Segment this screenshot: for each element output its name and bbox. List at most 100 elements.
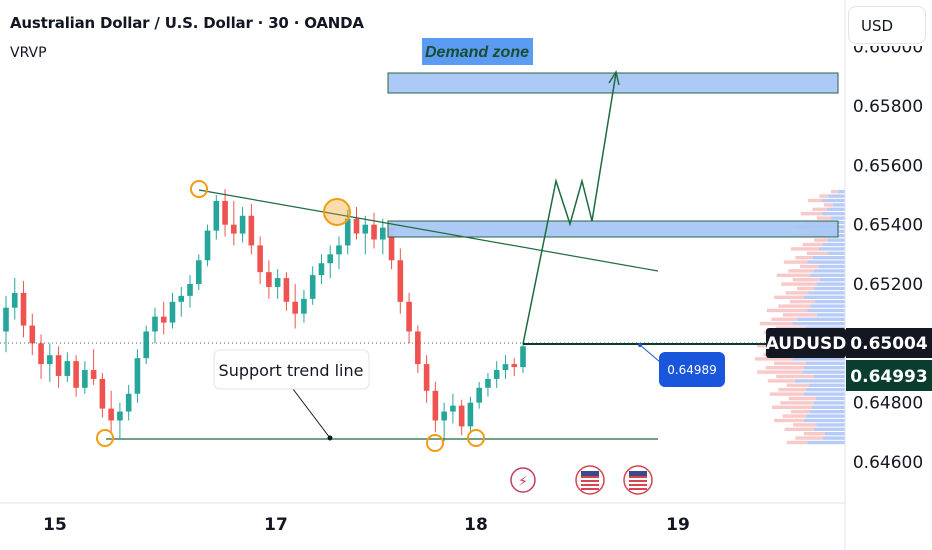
profile-sell-bar [790,300,815,304]
profile-sell-bar [776,273,810,277]
candle-body [318,263,325,276]
candle-body [257,245,263,273]
profile-sell-bar [803,432,826,436]
profile-sell-bar [786,383,810,387]
price-tick-label: 0.65400 [853,216,923,236]
profile-sell-bar [759,322,793,326]
marker-leader [639,344,661,363]
profile-buy-bar [825,432,845,436]
profile-buy-bar [812,405,845,409]
profile-buy-bar [813,286,845,291]
candle-body [152,316,158,332]
profile-sell-bar [755,357,793,361]
demand-zone-label-bg [422,38,533,65]
symbol-tag-bg [766,328,846,358]
candle-body [327,254,334,264]
candle-body [336,245,342,255]
swing-point-marker [96,429,114,447]
time-tick-label: 15 [43,515,67,535]
profile-sell-bar [831,190,839,194]
profile-buy-bar [822,198,845,203]
profile-sell-bar [784,427,814,431]
profile-sell-bar [802,242,824,247]
profile-sell-bar [790,247,819,251]
candle-body [73,361,79,388]
profile-buy-bar [828,194,845,198]
profile-sell-bar [778,388,807,392]
time-tick-label: 19 [666,515,690,535]
flag-stripe [581,488,599,490]
profile-buy-bar [805,361,845,365]
profile-buy-bar [809,383,845,387]
profile-buy-bar [794,379,845,383]
candle-body [213,200,220,231]
profile-sell-bar [774,418,804,423]
candle-body [520,346,526,368]
candle-series [3,189,526,442]
candle-body [187,284,193,296]
candle-body [231,224,237,234]
marker-tag-label: 0.64989 [667,363,717,377]
profile-buy-bar [803,392,845,396]
candle-body [64,361,71,376]
profile-sell-bar [814,238,828,242]
price-tags: AUDUSD 0.65004 0.64993 [766,328,932,391]
bid-price-tag: 0.64993 [850,367,927,387]
profile-sell-bar [788,396,817,401]
profile-sell-bar [782,414,807,418]
profile-sell-bar [767,379,795,383]
annotation-layer: Demand zone Support trend line 0.64989 ⚡ [0,38,845,495]
profile-buy-bar [818,264,845,269]
profile-sell-bar [771,405,813,409]
profile-sell-bar [765,366,804,370]
flag-stripe [629,480,647,482]
candle-body [397,260,404,302]
profile-buy-bar [817,313,845,317]
event-lightning-icon [510,467,536,493]
candle-body [38,343,44,365]
indicator-label[interactable]: VRVP [10,45,47,61]
price-tick-label: 0.65200 [853,275,923,295]
profile-buy-bar [814,374,845,379]
profile-sell-bar [774,361,806,365]
candle-body [423,364,430,391]
candle-body [502,364,509,371]
flag-stripe [581,484,599,486]
profile-sell-bar [782,313,818,317]
candle-body [108,408,114,421]
candle-body [309,275,316,299]
candle-body [493,370,500,379]
flag-stripe [581,476,599,478]
profile-buy-bar [818,247,845,251]
symbol-tag-label: AUDUSD [766,334,847,354]
candle-body [292,301,298,314]
price-tick-label: 0.64600 [853,453,923,473]
profile-buy-bar [807,308,845,313]
profile-buy-bar [838,190,845,194]
candle-body [125,393,132,412]
profile-sell-bar [795,436,823,440]
profile-buy-bar [809,410,845,414]
flag-stripe [629,476,647,478]
profile-sell-bar [812,207,828,211]
candle-body [266,272,272,287]
candle-body [362,224,369,234]
marker-tag-bg [659,352,725,387]
swing-point-marker [323,198,351,226]
price-tick-label: 0.65800 [853,97,923,117]
profile-sell-bar [766,308,808,313]
profile-buy-bar [827,238,845,242]
last-price-tag: 0.65004 [850,334,928,354]
flag-canton [581,471,599,476]
profile-sell-bar [791,410,810,414]
support-label-leader [292,388,331,439]
candle-body [432,390,439,421]
currency-button[interactable]: USD [848,6,926,44]
demand-zone-label: Demand zone [425,44,529,61]
profile-sell-bar [799,264,819,269]
profile-sell-bar [792,278,820,282]
flag-stripe [629,488,647,490]
profile-sell-bar [823,203,833,207]
chart-title: Australian Dollar / U.S. Dollar · 30 · O… [10,14,364,32]
